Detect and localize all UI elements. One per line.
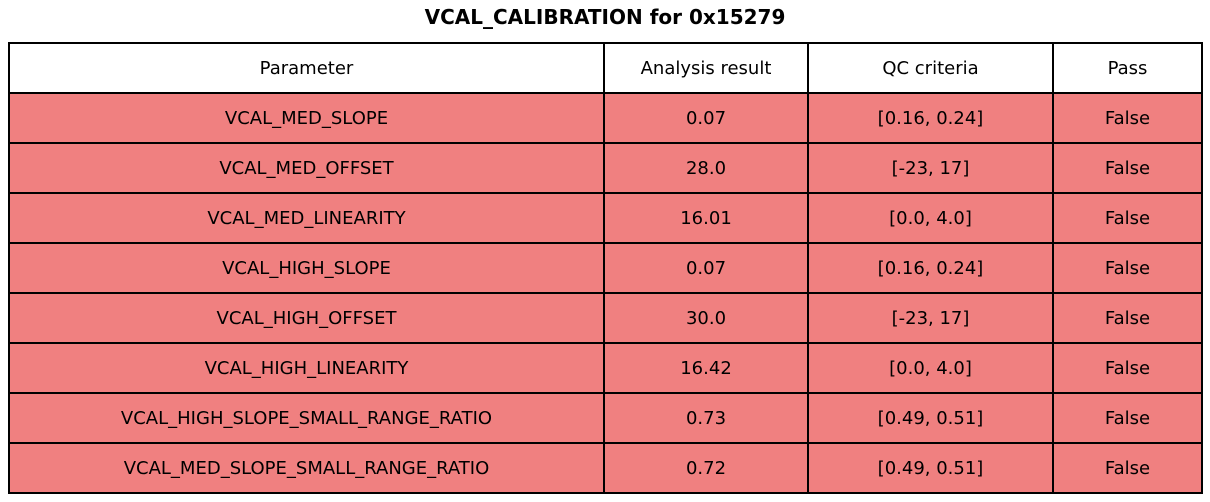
table-row: VCAL_HIGH_SLOPE_SMALL_RANGE_RATIO 0.73 [… (8, 392, 1203, 444)
cell-pass: False (1052, 242, 1203, 294)
cell-qc-criteria: [0.49, 0.51] (807, 442, 1054, 494)
cell-parameter: VCAL_MED_SLOPE (8, 92, 605, 144)
cell-analysis-result: 0.73 (603, 392, 809, 444)
cell-parameter: VCAL_MED_LINEARITY (8, 192, 605, 244)
cell-qc-criteria: [0.16, 0.24] (807, 242, 1054, 294)
table-row: VCAL_MED_LINEARITY 16.01 [0.0, 4.0] Fals… (8, 192, 1203, 244)
table-row: VCAL_MED_SLOPE 0.07 [0.16, 0.24] False (8, 92, 1203, 144)
qc-results-table: Parameter Analysis result QC criteria Pa… (8, 42, 1203, 494)
cell-parameter: VCAL_HIGH_SLOPE_SMALL_RANGE_RATIO (8, 392, 605, 444)
cell-pass: False (1052, 142, 1203, 194)
cell-analysis-result: 0.72 (603, 442, 809, 494)
cell-pass: False (1052, 292, 1203, 344)
table-row: VCAL_MED_SLOPE_SMALL_RANGE_RATIO 0.72 [0… (8, 442, 1203, 494)
cell-qc-criteria: [0.49, 0.51] (807, 392, 1054, 444)
cell-analysis-result: 0.07 (603, 242, 809, 294)
column-header-qc-criteria: QC criteria (807, 42, 1054, 94)
cell-parameter: VCAL_HIGH_LINEARITY (8, 342, 605, 394)
cell-pass: False (1052, 342, 1203, 394)
cell-parameter: VCAL_HIGH_SLOPE (8, 242, 605, 294)
page-title: VCAL_CALIBRATION for 0x15279 (424, 5, 786, 29)
cell-qc-criteria: [0.0, 4.0] (807, 342, 1054, 394)
cell-parameter: VCAL_MED_OFFSET (8, 142, 605, 194)
cell-pass: False (1052, 192, 1203, 244)
cell-analysis-result: 30.0 (603, 292, 809, 344)
cell-analysis-result: 16.01 (603, 192, 809, 244)
cell-qc-criteria: [-23, 17] (807, 292, 1054, 344)
column-header-pass: Pass (1052, 42, 1203, 94)
column-header-analysis-result: Analysis result (603, 42, 809, 94)
cell-qc-criteria: [-23, 17] (807, 142, 1054, 194)
table-header-row: Parameter Analysis result QC criteria Pa… (8, 42, 1203, 94)
cell-analysis-result: 16.42 (603, 342, 809, 394)
table-row: VCAL_MED_OFFSET 28.0 [-23, 17] False (8, 142, 1203, 194)
cell-qc-criteria: [0.16, 0.24] (807, 92, 1054, 144)
table-row: VCAL_HIGH_LINEARITY 16.42 [0.0, 4.0] Fal… (8, 342, 1203, 394)
column-header-parameter: Parameter (8, 42, 605, 94)
table-row: VCAL_HIGH_OFFSET 30.0 [-23, 17] False (8, 292, 1203, 344)
cell-analysis-result: 0.07 (603, 92, 809, 144)
cell-pass: False (1052, 392, 1203, 444)
cell-pass: False (1052, 442, 1203, 494)
cell-qc-criteria: [0.0, 4.0] (807, 192, 1054, 244)
table-row: VCAL_HIGH_SLOPE 0.07 [0.16, 0.24] False (8, 242, 1203, 294)
cell-parameter: VCAL_HIGH_OFFSET (8, 292, 605, 344)
cell-pass: False (1052, 92, 1203, 144)
cell-parameter: VCAL_MED_SLOPE_SMALL_RANGE_RATIO (8, 442, 605, 494)
cell-analysis-result: 28.0 (603, 142, 809, 194)
